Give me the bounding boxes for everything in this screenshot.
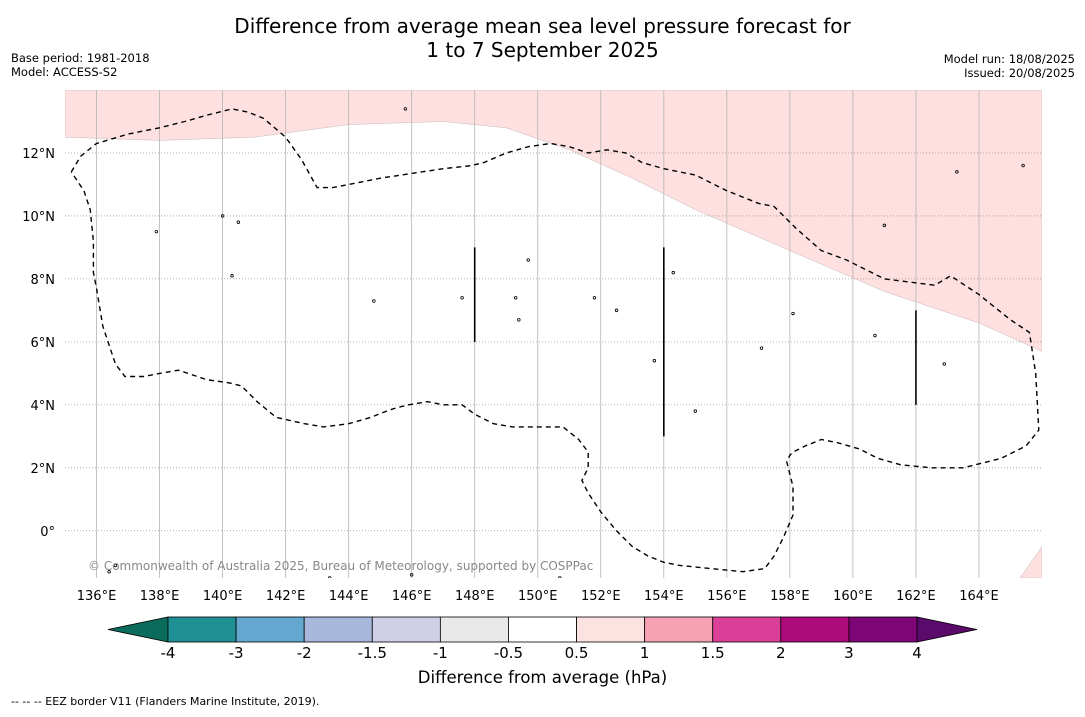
colorbar-swatch: [508, 616, 577, 643]
graticule: [65, 90, 1042, 578]
base-info: Base period: 1981-2018 Model: ACCESS-S2: [11, 51, 150, 79]
latitude-label: 8°N: [31, 273, 56, 288]
anomaly-area-southeast: [1019, 546, 1042, 578]
longitude-label: 154°E: [644, 589, 684, 604]
colorbar-tick-label: -4: [161, 644, 176, 662]
island-marker: [230, 274, 234, 278]
latitude-label: 2°N: [31, 462, 56, 477]
colorbar-tick-label: -3: [229, 644, 244, 662]
island-marker: [328, 576, 332, 578]
colorbar-swatch: [848, 616, 918, 643]
longitude-label: 142°E: [266, 589, 306, 604]
longitude-label: 138°E: [140, 589, 180, 604]
island-marker: [460, 296, 464, 300]
longitude-label: 162°E: [896, 589, 936, 604]
copyright-notice: © Commonwealth of Australia 2025, Bureau…: [88, 559, 593, 573]
island-marker: [942, 362, 946, 366]
island-marker: [592, 296, 597, 300]
island-marker: [513, 296, 518, 300]
longitude-label: 150°E: [518, 589, 558, 604]
island-marker: [526, 258, 530, 262]
colorbar-tick-label: 3: [844, 644, 854, 662]
island-marker: [558, 576, 562, 578]
island-marker: [882, 223, 887, 228]
latitude-label: 0°: [40, 525, 55, 540]
colorbar: -4 -3 -2 -1.5 -1 -0.5 0.5 1 1.5 2 3 4: [107, 616, 978, 662]
title-line-1: Difference from average mean sea level p…: [234, 14, 851, 38]
map-title: Difference from average mean sea level p…: [0, 14, 1085, 62]
colorbar-tick-label: 1: [640, 644, 650, 662]
colorbar-tick-label: 1.5: [701, 644, 725, 662]
latitude-label: 12°N: [22, 147, 55, 162]
island-marker: [113, 563, 118, 568]
colorbar-swatch: [439, 616, 509, 643]
colorbar-swatch: [712, 616, 782, 643]
island-marker: [107, 570, 111, 574]
longitude-label: 136°E: [77, 589, 117, 604]
latitude-label: 4°N: [31, 399, 56, 414]
model-text: Model: ACCESS-S2: [11, 65, 118, 79]
longitude-label: 148°E: [455, 589, 495, 604]
base-period-text: Base period: 1981-2018: [11, 51, 150, 65]
island-marker: [873, 333, 877, 338]
colorbar-swatch: [644, 616, 714, 643]
island-marker: [236, 220, 241, 224]
colorbar-tick-label: -1: [433, 644, 448, 662]
longitude-label: 158°E: [770, 589, 810, 604]
colorbar-tick-label: 4: [912, 644, 922, 662]
colorbar-over-arrow: [916, 616, 978, 643]
map-features: [70, 107, 1040, 578]
colorbar-tick-label: -1.5: [358, 644, 387, 662]
island-marker: [154, 229, 159, 234]
latitude-label: 6°N: [31, 336, 56, 351]
issued-text: Issued: 20/08/2025: [964, 66, 1075, 80]
eez-legend-note: -- -- -- EEZ border V11 (Flanders Marine…: [11, 695, 320, 708]
colorbar-swatch: [167, 616, 237, 643]
colorbar-swatch: [371, 616, 441, 643]
colorbar-swatch: [303, 616, 373, 643]
island-marker: [220, 214, 225, 218]
island-marker: [955, 170, 959, 174]
island-marker: [403, 107, 408, 111]
island-marker: [372, 299, 376, 303]
island-marker: [517, 318, 521, 322]
colorbar-under-arrow: [107, 616, 169, 643]
island-marker: [409, 573, 414, 577]
island-marker: [671, 270, 675, 275]
eez-border-line: [70, 108, 1040, 573]
colorbar-swatch: [576, 616, 646, 643]
longitude-label: 152°E: [581, 589, 621, 604]
longitude-label: 160°E: [833, 589, 873, 604]
island-marker: [759, 346, 764, 350]
longitude-label: 156°E: [707, 589, 747, 604]
model-run-text: Model run: 18/08/2025: [943, 52, 1075, 66]
colorbar-label: Difference from average (hPa): [417, 668, 668, 687]
island-marker: [1021, 163, 1025, 168]
longitude-label: 164°E: [959, 589, 999, 604]
colorbar-tick-label: -0.5: [494, 644, 523, 662]
latitude-label: 10°N: [22, 210, 55, 225]
longitude-label: 146°E: [392, 589, 432, 604]
colorbar-tick-label: 0.5: [565, 644, 589, 662]
colorbar-swatch: [780, 616, 850, 643]
longitude-label: 144°E: [329, 589, 369, 604]
island-marker: [614, 308, 619, 313]
axis-labels: 136°E 138°E 140°E 142°E 144°E 146°E 148°E 150°E…: [22, 147, 999, 604]
colorbar-swatch: [235, 616, 305, 643]
island-marker: [791, 311, 795, 316]
island-marker: [693, 409, 698, 413]
run-info: Model run: 18/08/2025 Issued: 20/08/2025: [944, 52, 1075, 80]
longitude-label: 140°E: [203, 589, 243, 604]
title-line-2: 1 to 7 September 2025: [426, 38, 659, 62]
colorbar-tick-label: 2: [776, 644, 786, 662]
colorbar-tick-label: -2: [297, 644, 312, 662]
island-marker: [652, 359, 657, 363]
